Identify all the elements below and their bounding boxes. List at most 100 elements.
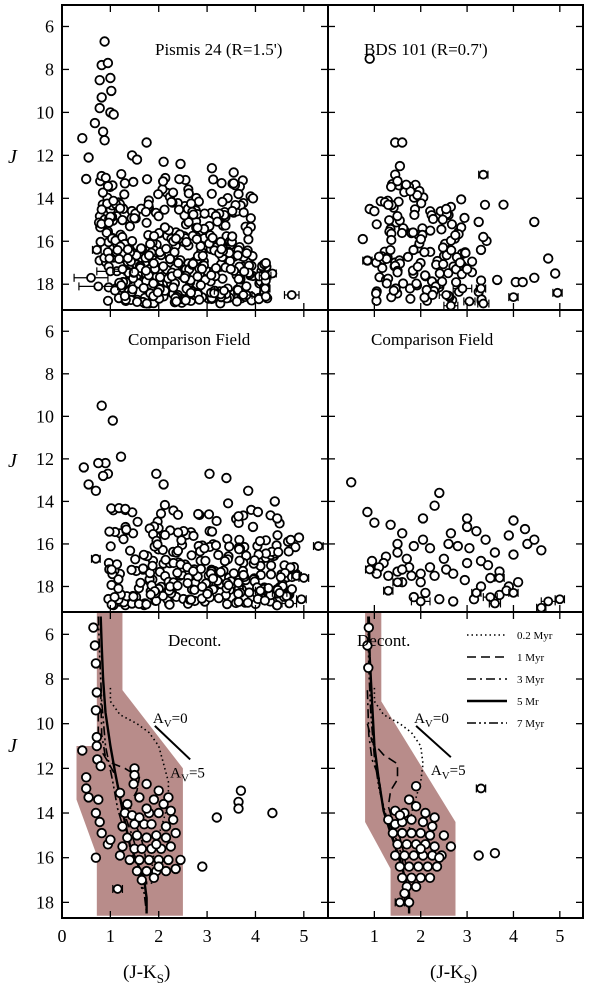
reddening-label-end: AV=5 bbox=[431, 763, 466, 782]
data-point bbox=[113, 574, 124, 585]
data-point bbox=[182, 577, 193, 589]
data-point bbox=[434, 594, 445, 605]
data-point bbox=[403, 794, 415, 805]
errorbar-point bbox=[104, 253, 115, 264]
data-point bbox=[466, 256, 478, 267]
data-point bbox=[199, 208, 210, 219]
data-point bbox=[283, 546, 294, 557]
data-point bbox=[529, 534, 540, 545]
data-point bbox=[424, 872, 436, 884]
data-point bbox=[412, 261, 423, 272]
data-point bbox=[247, 521, 259, 533]
data-point bbox=[437, 242, 449, 253]
errorbar-point bbox=[482, 592, 498, 603]
data-point bbox=[89, 640, 101, 651]
data-point bbox=[371, 219, 382, 230]
isochrone-solid bbox=[367, 616, 411, 914]
data-point bbox=[136, 874, 148, 886]
data-point bbox=[254, 535, 266, 547]
y-tick-label: 12 bbox=[36, 449, 54, 469]
data-point bbox=[409, 209, 420, 220]
panel-decont-right: AV=0 AV=5 0.2 Myr 1 Myr 3 Myr 5 Mr 7 Myr Decont… bbox=[327, 611, 584, 946]
data-point bbox=[141, 599, 152, 610]
data-point bbox=[174, 174, 185, 185]
data-point bbox=[233, 588, 244, 599]
y-tick-label: 8 bbox=[45, 59, 54, 79]
data-point bbox=[88, 622, 99, 633]
data-point bbox=[153, 211, 164, 222]
data-point bbox=[232, 250, 243, 261]
data-point bbox=[118, 534, 129, 545]
data-point bbox=[202, 588, 213, 600]
errorbar-point bbox=[312, 541, 324, 551]
data-point bbox=[392, 839, 403, 850]
data-point bbox=[448, 596, 459, 607]
data-point bbox=[215, 566, 226, 578]
x-axis-label-right: (J-KS) bbox=[430, 962, 477, 986]
data-point bbox=[406, 570, 417, 582]
data-point bbox=[419, 292, 430, 303]
data-point bbox=[192, 271, 203, 282]
data-point bbox=[148, 872, 160, 884]
data-point bbox=[106, 599, 117, 610]
data-point bbox=[167, 814, 179, 825]
data-point bbox=[381, 278, 392, 289]
data-point bbox=[420, 587, 431, 599]
data-point bbox=[471, 526, 482, 537]
data-point bbox=[417, 534, 429, 545]
data-point bbox=[166, 196, 177, 208]
data-point bbox=[94, 102, 105, 114]
data-point bbox=[403, 861, 415, 872]
data-point bbox=[434, 852, 445, 863]
data-point bbox=[228, 167, 239, 178]
data-point bbox=[158, 261, 169, 272]
data-point bbox=[402, 251, 414, 262]
data-point bbox=[124, 854, 135, 866]
data-point bbox=[419, 270, 431, 281]
data-point bbox=[96, 400, 107, 411]
data-point bbox=[170, 233, 182, 244]
errorbar-point bbox=[234, 290, 253, 300]
data-point bbox=[275, 572, 286, 583]
data-point bbox=[362, 640, 373, 651]
data-point bbox=[145, 238, 156, 250]
data-point bbox=[122, 798, 133, 810]
data-point bbox=[131, 865, 143, 877]
data-point bbox=[403, 897, 415, 908]
data-point bbox=[78, 462, 90, 473]
data-point bbox=[410, 881, 422, 892]
data-point bbox=[153, 861, 164, 872]
errorbar-point bbox=[281, 598, 298, 609]
data-point bbox=[175, 158, 186, 170]
data-point bbox=[225, 263, 236, 275]
data-point bbox=[94, 816, 105, 828]
data-point bbox=[383, 199, 394, 211]
x-tick-label: 5 bbox=[555, 926, 564, 946]
data-point bbox=[438, 830, 450, 841]
data-point bbox=[141, 778, 152, 790]
data-point bbox=[192, 222, 203, 233]
data-point bbox=[91, 731, 103, 743]
data-point bbox=[415, 234, 426, 245]
errorbar-point bbox=[494, 573, 505, 583]
reddening-vector bbox=[154, 725, 191, 761]
data-point bbox=[171, 296, 182, 307]
data-point bbox=[83, 152, 94, 163]
data-point bbox=[390, 850, 401, 861]
data-point bbox=[114, 253, 125, 265]
data-point bbox=[173, 257, 184, 269]
data-point bbox=[405, 293, 416, 304]
data-point bbox=[220, 220, 231, 231]
data-point bbox=[132, 296, 143, 307]
data-point bbox=[105, 834, 116, 846]
data-point bbox=[233, 596, 244, 608]
data-point bbox=[233, 188, 244, 200]
data-point bbox=[489, 848, 501, 859]
y-tick-label: 12 bbox=[36, 145, 54, 165]
x-axis-label-right-main: (J-K bbox=[430, 962, 464, 983]
y-tick-label: 14 bbox=[36, 491, 54, 511]
data-point bbox=[437, 214, 448, 225]
y-axis-label-row-1: J bbox=[8, 146, 18, 168]
data-point bbox=[424, 543, 436, 554]
data-point bbox=[265, 569, 277, 580]
